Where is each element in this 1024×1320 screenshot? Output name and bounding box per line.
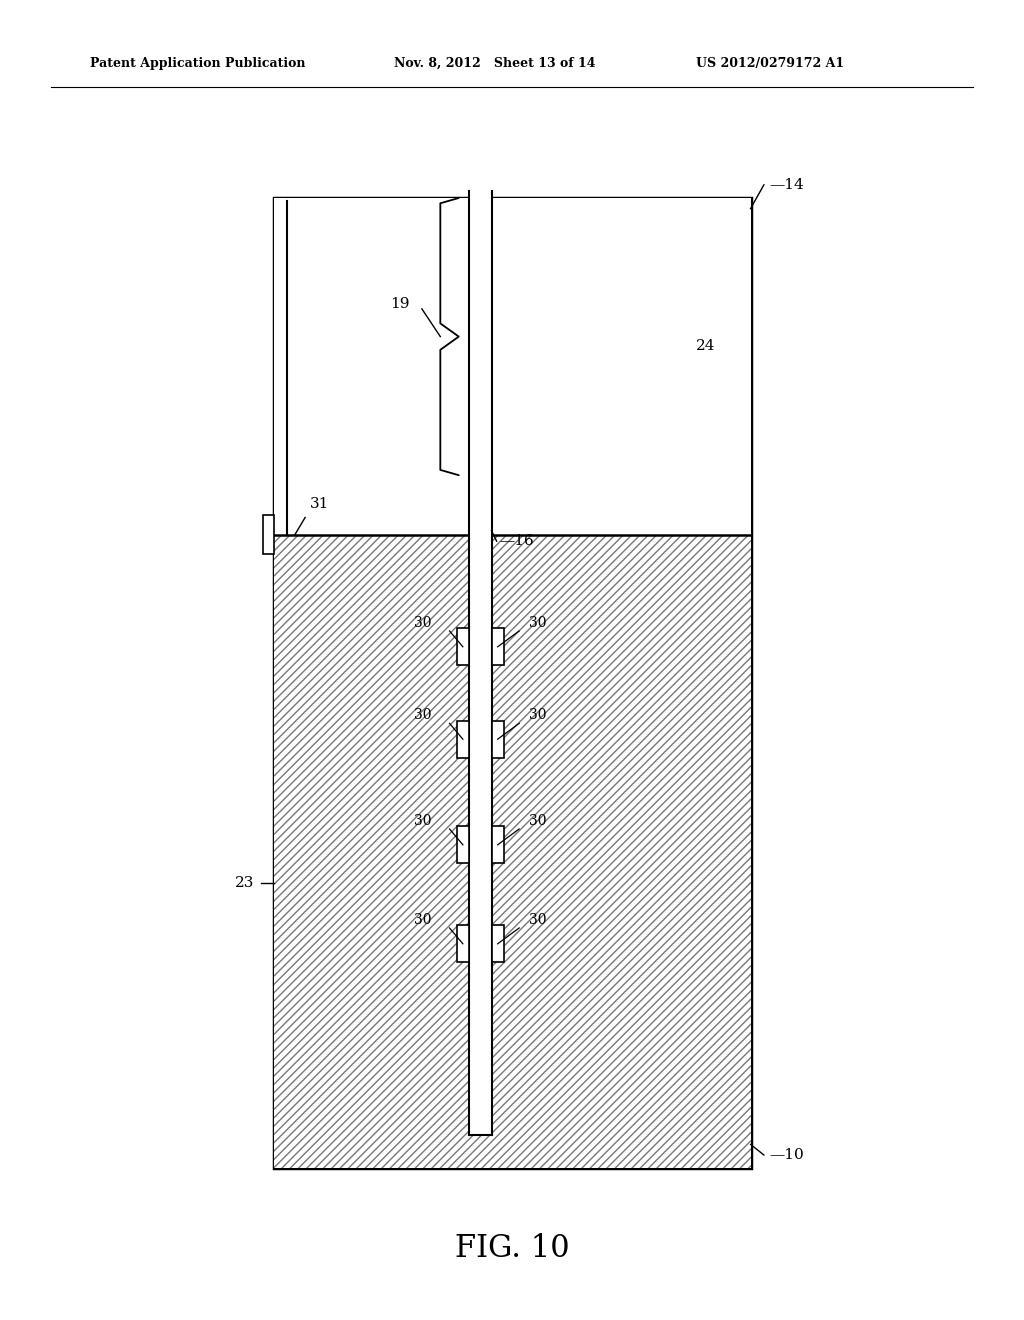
Bar [274,198,751,535]
Bar [492,925,504,962]
Text: 30: 30 [414,814,431,828]
Bar [457,721,469,758]
Bar [457,925,469,962]
Bar [457,826,469,863]
Text: 23: 23 [234,876,254,890]
Text: Nov. 8, 2012   Sheet 13 of 14: Nov. 8, 2012 Sheet 13 of 14 [394,57,596,70]
Bar [469,191,492,1135]
Text: —10: —10 [769,1148,804,1162]
Bar [492,721,504,758]
Text: 24: 24 [696,339,716,352]
Bar [274,198,751,1168]
Text: 30: 30 [414,913,431,927]
Bar [457,628,469,665]
Text: Patent Application Publication: Patent Application Publication [90,57,305,70]
Text: 30: 30 [414,709,431,722]
Text: FIG. 10: FIG. 10 [455,1233,569,1265]
Text: —16: —16 [500,535,535,548]
Text: 30: 30 [529,814,547,828]
Bar [492,628,504,665]
Text: US 2012/0279172 A1: US 2012/0279172 A1 [696,57,845,70]
Text: 30: 30 [529,709,547,722]
Text: 30: 30 [529,913,547,927]
Bar [492,826,504,863]
Bar [274,535,751,1168]
Text: 31: 31 [310,496,330,511]
Text: 30: 30 [529,616,547,630]
Bar [263,515,274,554]
Text: 19: 19 [390,297,410,310]
Text: —14: —14 [769,178,804,191]
Text: 30: 30 [414,616,431,630]
